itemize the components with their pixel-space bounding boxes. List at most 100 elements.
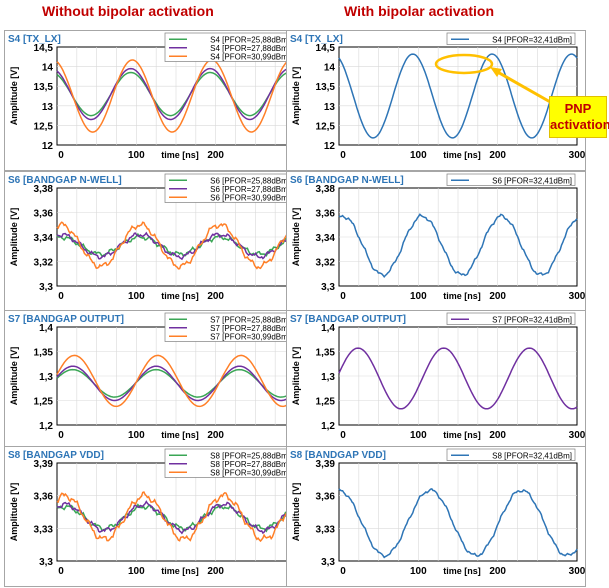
y-tick-label: 3,3 (321, 557, 335, 568)
series-line (56, 354, 296, 408)
y-tick-label: 1,2 (39, 421, 53, 432)
y-tick-label: 1,4 (321, 323, 335, 334)
y-tick-label: 3,38 (34, 184, 54, 195)
y-tick-label: 1,3 (39, 372, 53, 383)
legend-box (446, 173, 576, 186)
x-axis-label: time [ns] (161, 566, 199, 576)
pnp-callout: PNP activation (549, 96, 609, 138)
y-tick-label: 1,2 (321, 421, 335, 432)
y-axis-label: Amplitude [V] (291, 347, 301, 406)
chart-s7-with: 1,2 1,25 1,3 1,35 1,4 0 100 200 300 time [ns] Ampl… (286, 310, 586, 451)
heading-without-bipolar: Without bipolar activation (42, 3, 214, 19)
chart-title: S8 [BANDGAP VDD] (8, 450, 104, 461)
y-tick-label: 3,36 (316, 492, 336, 503)
x-tick-label: 0 (58, 150, 64, 161)
y-tick-label: 3,32 (34, 258, 54, 269)
legend-entry: S4 [PFOR=25,88dBm] (210, 35, 290, 44)
series-line (338, 53, 578, 139)
legend: S4 [PFOR=25,88dBm]S4 [PFOR=27,88dBm]S4 [… (164, 32, 294, 62)
y-axis-label: Amplitude [V] (291, 208, 301, 267)
series-line (56, 365, 296, 402)
y-tick-label: 12 (42, 141, 54, 152)
y-tick-label: 3,32 (316, 258, 336, 269)
legend-entry: S6 [PFOR=25,88dBm] (210, 176, 290, 185)
legend-entry: S7 [PFOR=25,88dBm] (210, 315, 290, 324)
chart-title: S6 [BANDGAP N-WELL] (8, 175, 122, 186)
legend: S8 [PFOR=25,88dBm]S8 [PFOR=27,88dBm]S8 [… (164, 448, 294, 478)
legend-entry: S7 [PFOR=27,88dBm] (210, 324, 290, 333)
chart-s8-with: 3,3 3,33 3,36 3,39 0 100 200 300 time [ns] Amplit… (286, 446, 586, 587)
legend-entry: S8 [PFOR=30,99dBm] (210, 468, 290, 477)
legend-box (446, 448, 576, 461)
x-tick-label: 100 (128, 291, 145, 302)
y-tick-label: 3,3 (321, 282, 335, 293)
y-tick-label: 3,33 (316, 524, 336, 535)
x-tick-label: 200 (489, 566, 506, 577)
y-axis-label: Amplitude [V] (9, 208, 19, 267)
chart-title: S8 [BANDGAP VDD] (290, 450, 386, 461)
y-tick-label: 1,25 (316, 397, 336, 408)
y-tick-label: 3,3 (39, 282, 53, 293)
x-tick-label: 0 (340, 566, 346, 577)
y-tick-label: 13,5 (34, 82, 54, 93)
x-tick-label: 200 (207, 291, 224, 302)
x-tick-label: 100 (410, 430, 427, 441)
x-tick-label: 100 (128, 430, 145, 441)
series-line (56, 491, 296, 543)
chart-s4-with: 12 12,5 13 13,5 14 14,5 0 100 200 300 time [ns] Amp… (286, 30, 586, 171)
y-tick-label: 3,39 (34, 459, 54, 470)
y-axis-label: Amplitude [V] (9, 67, 19, 126)
legend-entry: S6 [PFOR=30,99dBm] (210, 193, 290, 202)
y-tick-label: 13,5 (316, 82, 336, 93)
y-tick-label: 12 (324, 141, 336, 152)
legend-entry: S8 [PFOR=32,41dBm] (492, 451, 572, 460)
callout-line2: activation (550, 117, 609, 132)
x-tick-label: 0 (340, 291, 346, 302)
x-tick-label: 200 (207, 430, 224, 441)
legend-entry: S6 [PFOR=32,41dBm] (492, 176, 572, 185)
legend-entry: S4 [PFOR=27,88dBm] (210, 44, 290, 53)
chart-title: S4 [TX_LX] (290, 34, 343, 45)
series-line (56, 67, 296, 121)
legend-box (446, 312, 576, 325)
series-line (338, 488, 578, 559)
y-tick-label: 3,3 (39, 557, 53, 568)
legend-box (446, 32, 576, 45)
x-tick-label: 200 (489, 291, 506, 302)
heading-with-bipolar: With bipolar activation (344, 3, 494, 19)
callout-line1: PNP (564, 101, 592, 116)
legend-entry: S7 [PFOR=32,41dBm] (492, 315, 572, 324)
y-tick-label: 1,4 (39, 323, 53, 334)
legend-entry: S6 [PFOR=27,88dBm] (210, 185, 290, 194)
x-tick-label: 100 (128, 150, 145, 161)
y-tick-label: 1,35 (316, 348, 336, 359)
y-tick-label: 13 (42, 102, 54, 113)
chart-title: S4 [TX_LX] (8, 34, 61, 45)
y-tick-label: 14,5 (316, 43, 336, 54)
series-line (56, 71, 296, 117)
x-tick-label: 300 (569, 566, 586, 577)
y-tick-label: 3,36 (34, 492, 54, 503)
series-line (338, 347, 578, 410)
x-axis-label: time [ns] (161, 430, 199, 440)
legend: S4 [PFOR=32,41dBm] (446, 32, 576, 45)
x-axis-label: time [ns] (443, 430, 481, 440)
chart-title: S7 [BANDGAP OUTPUT] (290, 314, 406, 325)
legend-entry: S8 [PFOR=25,88dBm] (210, 451, 290, 460)
series-line (56, 503, 296, 533)
y-tick-label: 3,36 (34, 209, 54, 220)
x-tick-label: 100 (410, 566, 427, 577)
legend-entry: S8 [PFOR=27,88dBm] (210, 460, 290, 469)
y-axis-label: Amplitude [V] (9, 483, 19, 542)
legend-entry: S4 [PFOR=30,99dBm] (210, 52, 290, 61)
legend: S8 [PFOR=32,41dBm] (446, 448, 576, 461)
x-tick-label: 0 (340, 150, 346, 161)
y-tick-label: 14 (42, 63, 54, 74)
y-axis-label: Amplitude [V] (9, 347, 19, 406)
x-tick-label: 0 (340, 430, 346, 441)
